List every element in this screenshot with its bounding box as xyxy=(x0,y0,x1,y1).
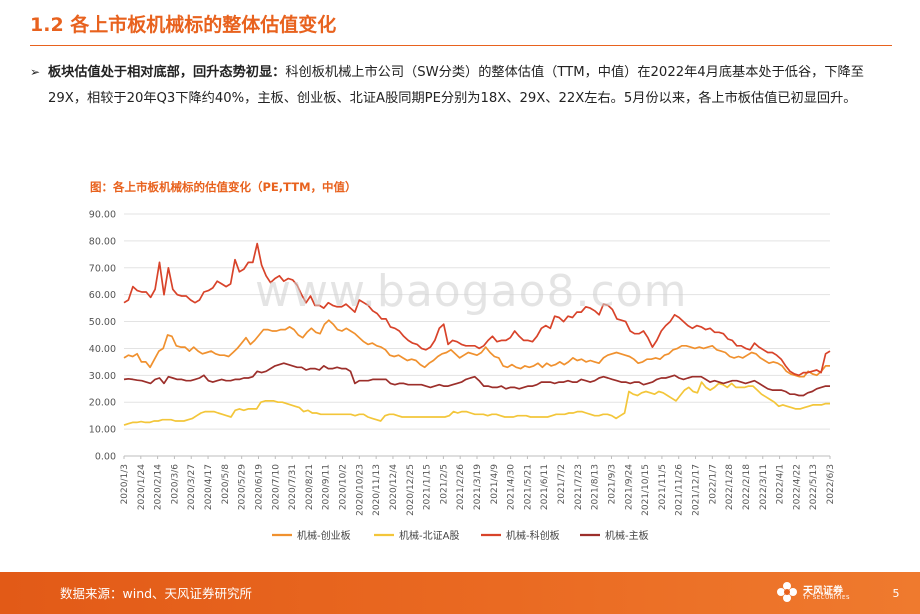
x-tick-label: 2021/11/26 xyxy=(675,464,685,516)
x-tick-label: 2020/12/4 xyxy=(389,464,399,510)
footer-source: 数据来源：wind、天风证券研究所 xyxy=(60,586,253,601)
y-tick-label: 70.00 xyxy=(89,263,116,274)
y-tick-label: 80.00 xyxy=(89,236,116,247)
x-tick-label: 2020/1/3 xyxy=(120,464,130,504)
x-tick-label: 2021/4/9 xyxy=(490,464,500,505)
x-tick-label: 2021/11/5 xyxy=(658,464,668,510)
x-tick-label: 2020/9/11 xyxy=(322,464,332,510)
summary-paragraph: 板块估值处于相对底部，回升态势初显：科创板机械上市公司（SW分类）的整体估值（T… xyxy=(48,60,866,111)
x-tick-label: 2021/8/13 xyxy=(591,464,601,510)
valuation-line-chart: 0.00 10.00 20.00 30.00 40.00 50.00 60.00 70.00 8… xyxy=(89,210,836,543)
x-tick-label: 2022/1/7 xyxy=(708,464,718,504)
x-tick-label: 2022/1/28 xyxy=(725,464,735,510)
y-tick-label: 40.00 xyxy=(89,344,116,355)
x-tick-label: 2020/3/6 xyxy=(170,464,180,505)
summary-lead: 板块估值处于相对底部，回升态势初显： xyxy=(48,65,286,80)
x-tick-label: 2020/2/14 xyxy=(154,464,164,510)
x-tick-label: 2020/11/13 xyxy=(372,464,382,516)
bullet-icon: ➢ xyxy=(30,65,41,79)
x-tick-label: 2021/10/15 xyxy=(641,464,651,516)
x-tick-label: 2022/5/13 xyxy=(809,464,819,510)
chart-title: 图：各上市板机械标的估值变化（PE,TTM，中值） xyxy=(90,180,357,194)
x-tick-label: 2020/7/10 xyxy=(271,464,281,510)
x-tick-label: 2021/7/23 xyxy=(574,464,584,510)
y-tick-label: 50.00 xyxy=(89,317,116,328)
x-tick-label: 2020/1/24 xyxy=(137,464,147,510)
x-tick-label: 2021/12/17 xyxy=(692,464,702,516)
legend-label: 机械-北证A股 xyxy=(399,529,459,542)
y-tick-label: 60.00 xyxy=(89,290,116,301)
brand-logo: 天风证券 TF SECURITIES xyxy=(775,580,875,606)
y-tick-label: 0.00 xyxy=(95,452,116,463)
y-tick-label: 30.00 xyxy=(89,371,116,382)
x-tick-label: 2021/1/15 xyxy=(423,464,433,510)
legend-label: 机械-主板 xyxy=(605,529,649,542)
slide-title: 1.2 各上市板机械标的整体估值变化 xyxy=(30,14,337,36)
x-tick-label: 2022/6/3 xyxy=(826,464,836,504)
title-rule xyxy=(30,45,892,46)
series-line-机械-北证A股 xyxy=(123,381,830,426)
x-tick-label: 2020/6/19 xyxy=(254,464,264,510)
series-line-机械-创业板 xyxy=(123,319,830,378)
x-tick-label: 2021/2/26 xyxy=(456,464,466,510)
x-tick-label: 2021/5/21 xyxy=(523,464,533,510)
watermark-text: www.baogao8.com xyxy=(255,266,688,317)
x-tick-label: 2020/10/23 xyxy=(355,464,365,516)
summary-text: 科创板机械上市公司（SW分类）的整体估值（TTM，中值）在2022年4月底基本处… xyxy=(48,65,864,106)
x-tick-label: 2022/4/22 xyxy=(792,464,802,510)
brand-name: 天风证券 xyxy=(803,586,843,597)
x-tick-label: 2021/3/19 xyxy=(473,464,483,510)
legend-label: 机械-科创板 xyxy=(506,529,560,542)
x-tick-label: 2022/2/18 xyxy=(742,464,752,510)
x-tick-label: 2022/3/11 xyxy=(759,464,769,510)
y-tick-label: 90.00 xyxy=(89,210,116,221)
x-tick-label: 2021/7/2 xyxy=(557,464,567,504)
x-tick-label: 2020/5/29 xyxy=(238,464,248,510)
x-tick-label: 2020/8/21 xyxy=(305,464,315,510)
x-tick-label: 2022/4/1 xyxy=(776,464,786,504)
x-tick-label: 2021/2/5 xyxy=(439,464,449,504)
x-tick-label: 2020/5/8 xyxy=(221,464,231,505)
series-line-机械-主板 xyxy=(123,362,830,397)
page-number: 5 xyxy=(892,587,900,600)
series-line-机械-科创板 xyxy=(123,242,831,377)
x-tick-label: 2021/9/24 xyxy=(624,464,634,510)
x-tick-label: 2020/3/27 xyxy=(187,464,197,510)
x-tick-label: 2020/7/31 xyxy=(288,464,298,510)
x-tick-label: 2021/6/11 xyxy=(540,464,550,510)
x-tick-label: 2020/4/17 xyxy=(204,464,214,510)
flower-logo-icon xyxy=(777,582,797,602)
x-tick-label: 2021/9/3 xyxy=(607,464,617,504)
x-tick-label: 2020/10/2 xyxy=(339,464,349,510)
x-tick-label: 2020/12/25 xyxy=(406,464,416,516)
x-tick-label: 2021/4/30 xyxy=(507,464,517,510)
y-tick-label: 10.00 xyxy=(89,425,116,436)
brand-sub: TF SECURITIES xyxy=(803,595,850,601)
legend-label: 机械-创业板 xyxy=(297,529,351,542)
y-tick-label: 20.00 xyxy=(89,398,116,409)
footer-band xyxy=(0,572,920,614)
